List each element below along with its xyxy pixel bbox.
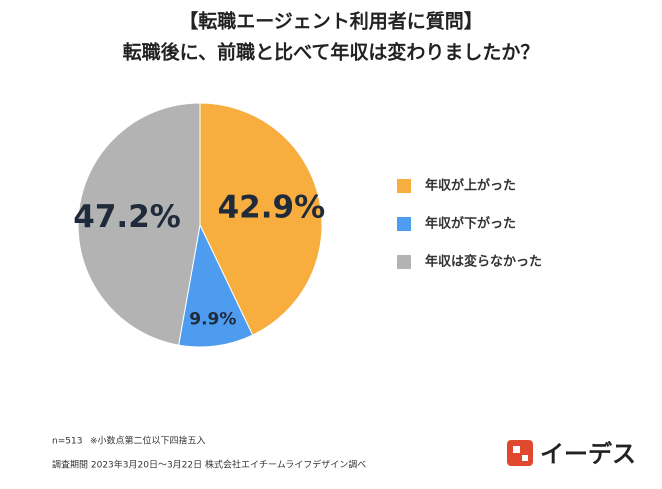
note: 調査期間 2023年3月20日〜3月22日 株式会社エイチームライフデザイン調べ	[52, 459, 366, 471]
legend-label: 年収が上がった	[425, 178, 516, 194]
chart-title: 【転職エージェント利用者に質問】	[179, 10, 483, 33]
value-label: 9.9%	[189, 309, 236, 329]
pie-slice	[199, 102, 323, 336]
legend-swatch	[397, 255, 411, 269]
logo-icon	[507, 440, 533, 466]
legend-label: 年収が下がった	[425, 216, 516, 232]
chart-title: 転職後に、前職と比べて年収は変わりましたか？	[123, 41, 540, 64]
legend-swatch	[397, 217, 411, 231]
pie-slice	[77, 102, 201, 346]
note: ※小数点第二位以下四捨五入	[90, 435, 206, 447]
note: n=513	[52, 437, 82, 447]
pie-slice	[178, 223, 254, 348]
value-label: 47.2%	[73, 199, 181, 235]
value-label: 42.9%	[218, 189, 326, 225]
legend-swatch	[397, 179, 411, 193]
logo: イーデス	[540, 440, 636, 468]
legend-label: 年収は変らなかった	[425, 254, 542, 270]
